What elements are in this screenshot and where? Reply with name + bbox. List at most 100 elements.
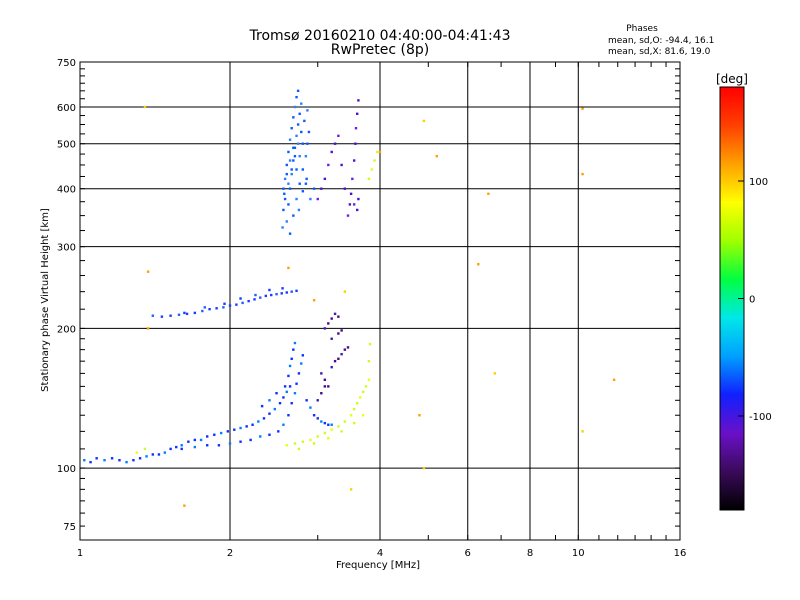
data-point [295,168,298,171]
data-point [378,150,382,154]
data-point [422,466,426,470]
data-point [253,298,256,301]
data-point [327,163,330,167]
data-point [305,399,308,402]
data-point [337,425,340,428]
chart-title: Tromsø 20160210 04:40:00-04:41:43 [249,28,511,44]
data-point [213,433,216,436]
data-point [151,314,155,317]
x-axis-label: Frequency [MHz] [336,560,420,571]
data-point [330,428,333,431]
data-point [287,150,290,154]
stats-o-line: mean, sd,O: -94.4, 16.1 [608,36,714,46]
x-tick-label: 6 [465,548,471,559]
y-axis-label: Stationary phase Virtual Height [km] [40,208,51,392]
data-point [287,266,290,270]
data-point [169,314,172,317]
data-point [330,317,333,320]
colorbar-ticks: 100 0 -100 [738,177,772,423]
data-point [193,438,197,442]
data-point [287,182,290,185]
data-point [298,112,301,116]
data-point [281,287,284,290]
y-tick-label: 300 [57,243,76,254]
data-point [327,385,330,388]
data-point [354,127,358,130]
data-point [306,109,309,112]
data-point [83,459,86,462]
data-point [275,392,278,395]
data-point [422,119,426,123]
data-point [288,232,292,235]
data-point [283,192,286,196]
data-point [301,440,305,443]
data-point [259,435,262,438]
data-point [146,327,150,330]
data-point [581,107,584,110]
data-point [143,447,147,451]
data-point [320,372,323,375]
y-tick-label: 200 [57,324,76,335]
data-point [330,150,333,154]
data-point [351,177,354,181]
data-point [297,372,301,375]
data-point [268,288,271,292]
data-point [260,404,264,408]
data-point [316,197,319,201]
data-point [367,359,371,363]
data-point [337,357,340,361]
data-point [349,192,353,196]
data-point [312,414,316,417]
data-point [217,444,221,447]
data-point [343,290,347,293]
data-point [301,168,305,171]
data-point [320,392,323,395]
data-point [180,444,183,447]
data-point [298,154,301,158]
data-point [160,315,164,318]
data-point [180,447,183,451]
data-point [288,364,292,368]
data-point [290,172,293,176]
data-point [306,142,309,145]
x-tick-label: 4 [377,548,383,559]
data-point [296,123,300,126]
data-point [292,214,295,217]
data-point [292,116,295,119]
data-point [352,203,356,206]
data-point [293,392,297,395]
data-point [435,154,438,158]
data-point [281,226,284,229]
data-point [300,102,303,105]
data-point [285,163,288,167]
data-point [278,401,282,405]
data-point [373,159,376,162]
data-point [304,182,308,185]
data-point [340,329,343,332]
data-point [103,459,106,462]
data-point [145,455,148,458]
data-point [285,220,288,223]
data-point [309,197,312,201]
data-point [285,390,288,394]
data-point [301,354,305,357]
data-point [323,385,327,388]
data-point [235,303,238,306]
data-point [296,142,300,145]
data-point [292,159,295,162]
data-point [203,306,206,309]
data-point [477,263,480,266]
data-point [199,438,203,442]
data-point [323,378,327,381]
data-point [352,421,356,425]
data-point [285,291,288,294]
data-point [282,396,285,399]
data-point [288,385,292,388]
data-point [316,435,319,438]
data-point [257,420,260,423]
data-point [215,307,218,310]
colorbar-tick-label: 100 [749,177,768,188]
data-point [316,399,319,402]
data-point [169,447,172,451]
